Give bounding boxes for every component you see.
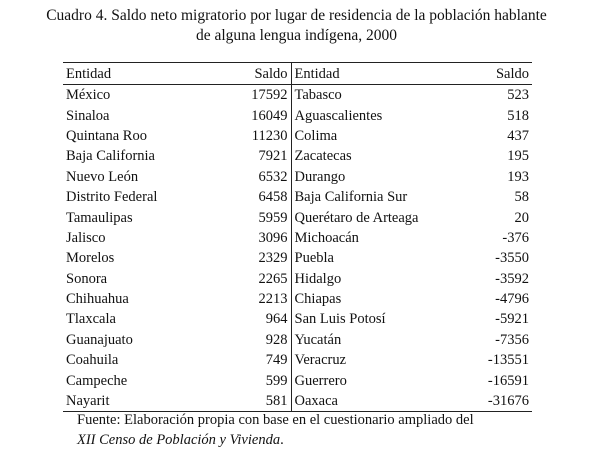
header-saldo-right: Saldo — [495, 65, 529, 82]
saldo-right-cell: -5921 — [495, 311, 529, 328]
entidad-left-cell: Guanajuato — [66, 331, 133, 348]
table-row: Tamaulipas 5959 Querétaro de Arteaga 20 — [63, 207, 532, 228]
saldo-left-cell: 964 — [171, 309, 292, 330]
entidad-left-cell: Chihuahua — [66, 291, 129, 308]
table-caption: Cuadro 4. Saldo neto migratorio por luga… — [0, 6, 593, 46]
source-note: Fuente: Elaboración propia con base en e… — [77, 410, 577, 450]
saldo-left-cell: 928 — [171, 329, 292, 351]
entidad-left-cell: Tlaxcala — [66, 311, 116, 328]
header-entidad-left: Entidad — [66, 65, 112, 82]
entidad-right-cell: Colima — [294, 127, 338, 144]
table-row: Jalisco 3096 Michoacán -376 — [63, 227, 532, 249]
source-line-2-end: . — [280, 432, 284, 448]
table-row: Campeche 599 Guerrero -16591 — [63, 370, 532, 391]
caption-line-2: de alguna lengua indígena, 2000 — [195, 27, 397, 44]
table-row: Distrito Federal 6458 Baja California Sur 5… — [63, 186, 532, 208]
table-row: Morelos 2329 Puebla -3550 — [63, 248, 532, 269]
entidad-right-cell: Michoacán — [294, 229, 359, 246]
saldo-left-cell: 599 — [171, 370, 292, 391]
source-line-2: XII Censo de Población y Vivienda. — [77, 430, 577, 450]
table-row: México 17592 Tabasco 523 — [63, 84, 532, 106]
table-row: Baja California 7921 Zacatecas 195 — [63, 146, 532, 167]
saldo-left-cell: 581 — [171, 390, 292, 412]
saldo-right-cell: -376 — [502, 229, 529, 246]
migration-table-container: Entidad Saldo Entidad Saldo México 17592 T… — [63, 62, 532, 412]
table-row: Guanajuato 928 Yucatán -7356 — [63, 329, 532, 351]
entidad-right-cell: Baja California Sur — [294, 189, 408, 206]
saldo-right-cell: 518 — [507, 107, 529, 124]
entidad-left-cell: Campeche — [66, 372, 128, 389]
table-row: Nayarit 581 Oaxaca -31676 — [63, 390, 532, 412]
saldo-left-cell: 2213 — [171, 288, 292, 310]
saldo-right-cell: 58 — [514, 189, 530, 206]
caption-line-1: Cuadro 4. Saldo neto migratorio por luga… — [46, 7, 547, 24]
entidad-right-cell: Chiapas — [294, 291, 342, 308]
saldo-right-cell: -3550 — [495, 250, 529, 267]
saldo-right-cell: 20 — [514, 209, 530, 226]
table-body: México 17592 Tabasco 523 Sinaloa 16049 Aguasca… — [63, 84, 532, 412]
saldo-right-cell: 195 — [507, 148, 529, 165]
saldo-right-cell: -13551 — [487, 352, 529, 369]
saldo-right-cell: -31676 — [487, 393, 529, 410]
entidad-right-cell: Yucatán — [294, 331, 342, 348]
entidad-left-cell: Jalisco — [66, 229, 106, 246]
entidad-left-cell: México — [66, 87, 111, 104]
header-saldo-left: Saldo — [171, 62, 292, 85]
saldo-right-cell: -16591 — [487, 372, 529, 389]
table-row: Tlaxcala 964 San Luis Potosí -5921 — [63, 309, 532, 330]
entidad-right-cell: Hidalgo — [294, 270, 342, 287]
table-header-row: Entidad Saldo Entidad Saldo — [63, 62, 532, 85]
census-title: XII Censo de Población y Vivienda — [77, 432, 281, 448]
saldo-left-cell: 2265 — [171, 268, 292, 289]
saldo-right-cell: -4796 — [495, 291, 529, 308]
entidad-left-cell: Quintana Roo — [66, 127, 147, 144]
entidad-right-cell: Guerrero — [294, 372, 347, 389]
entidad-left-cell: Sinaloa — [66, 107, 110, 124]
saldo-left-cell: 16049 — [171, 105, 292, 126]
saldo-left-cell: 11230 — [171, 125, 292, 147]
entidad-left-cell: Coahuila — [66, 352, 119, 369]
entidad-right-cell: Querétaro de Arteaga — [294, 209, 419, 226]
header-entidad-right: Entidad — [294, 65, 340, 82]
entidad-left-cell: Sonora — [66, 270, 108, 287]
entidad-right-cell: Durango — [294, 168, 346, 185]
saldo-left-cell: 5959 — [171, 207, 292, 228]
saldo-left-cell: 2329 — [171, 248, 292, 269]
table-row: Coahuila 749 Veracruz -13551 — [63, 350, 532, 371]
saldo-left-cell: 749 — [171, 350, 292, 371]
saldo-left-cell: 7921 — [171, 146, 292, 167]
entidad-right-cell: Veracruz — [294, 352, 347, 369]
entidad-left-cell: Distrito Federal — [66, 189, 158, 206]
entidad-left-cell: Tamaulipas — [66, 209, 133, 226]
saldo-right-cell: 437 — [507, 127, 529, 144]
entidad-right-cell: Aguascalientes — [294, 107, 383, 124]
saldo-right-cell: -3592 — [495, 270, 529, 287]
saldo-right-cell: 523 — [507, 87, 529, 104]
entidad-right-cell: San Luis Potosí — [294, 311, 386, 328]
saldo-left-cell: 6458 — [171, 186, 292, 208]
table-row: Nuevo León 6532 Durango 193 — [63, 166, 532, 187]
saldo-left-cell: 6532 — [171, 166, 292, 187]
saldo-left-cell: 3096 — [171, 227, 292, 249]
entidad-left-cell: Nayarit — [66, 393, 110, 410]
saldo-left-cell: 17592 — [171, 84, 292, 106]
entidad-right-cell: Zacatecas — [294, 148, 352, 165]
entidad-left-cell: Nuevo León — [66, 168, 139, 185]
entidad-left-cell: Baja California — [66, 148, 155, 165]
saldo-right-cell: -7356 — [495, 331, 529, 348]
entidad-right-cell: Puebla — [294, 250, 334, 267]
entidad-right-cell: Oaxaca — [294, 393, 338, 410]
entidad-right-cell: Tabasco — [294, 87, 342, 104]
migration-table: Entidad Saldo Entidad Saldo México 17592 T… — [63, 62, 532, 412]
table-row: Chihuahua 2213 Chiapas -4796 — [63, 288, 532, 310]
entidad-left-cell: Morelos — [66, 250, 115, 267]
table-row: Sonora 2265 Hidalgo -3592 — [63, 268, 532, 289]
source-line-1: Fuente: Elaboración propia con base en e… — [77, 412, 474, 428]
saldo-right-cell: 193 — [507, 168, 529, 185]
table-row: Sinaloa 16049 Aguascalientes 518 — [63, 105, 532, 126]
table-row: Quintana Roo 11230 Colima 437 — [63, 125, 532, 147]
